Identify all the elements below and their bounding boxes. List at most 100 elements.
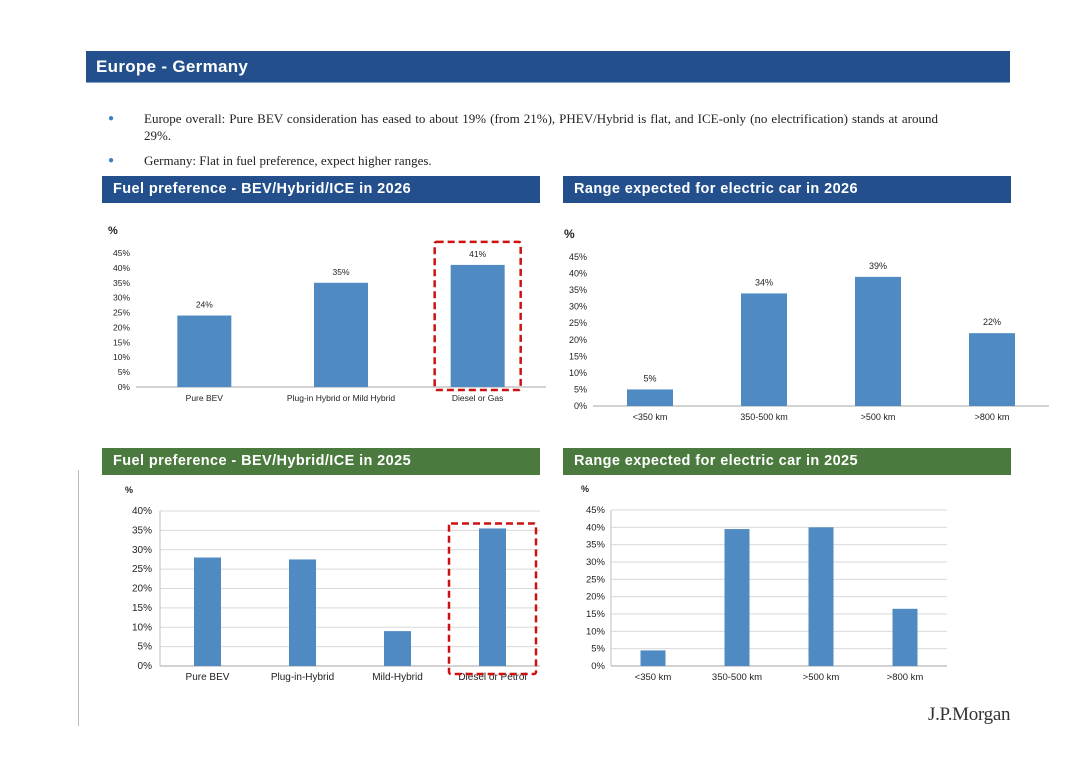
jpmorgan-logo: J.P.Morgan <box>928 704 1011 725</box>
y-tick-label: 10% <box>132 622 152 633</box>
y-tick-label: 35% <box>132 525 152 536</box>
y-tick-label: 15% <box>586 609 606 620</box>
x-tick-label: 350-500 km <box>712 672 762 683</box>
bar <box>177 315 232 387</box>
section-title: Fuel preference - BEV/Hybrid/ICE in 2025 <box>113 453 412 469</box>
x-tick-label: Pure BEV <box>186 393 224 403</box>
x-tick-label: Pure BEV <box>186 672 230 683</box>
highlight-box <box>447 522 538 676</box>
y-tick-label: 35% <box>569 285 587 295</box>
bar <box>640 650 666 666</box>
bar <box>855 276 901 406</box>
y-axis-label: % <box>564 227 575 241</box>
y-tick-label: 20% <box>569 335 587 345</box>
x-tick-label: >500 km <box>803 672 840 683</box>
bar <box>194 557 221 666</box>
left-margin-rule <box>78 470 79 726</box>
y-tick-label: 10% <box>569 368 587 378</box>
data-label: 35% <box>332 267 349 277</box>
data-label: 41% <box>469 249 486 259</box>
bullet-list: ● Europe overall: Pure BEV consideration… <box>108 110 938 177</box>
section-title: Range expected for electric car in 2026 <box>574 181 858 197</box>
y-tick-label: 5% <box>574 384 587 394</box>
chart-fuel-2025: % 0% 5% 10% 15% 20% 25% 30% 35% 40% Pure BEV Plug-i… <box>125 485 540 683</box>
section-header-fuel-2026: Fuel preference - BEV/Hybrid/ICE in 2026 <box>102 176 540 203</box>
x-tick-label: Diesel or Petrol <box>458 672 526 683</box>
y-tick-label: 25% <box>586 574 606 585</box>
y-tick-label: 30% <box>132 545 152 556</box>
y-tick-label: 15% <box>113 337 130 347</box>
y-tick-label: 40% <box>113 263 130 273</box>
y-tick-label: 45% <box>586 505 606 516</box>
y-axis-label: % <box>108 225 118 237</box>
bar <box>450 264 505 387</box>
y-tick-label: 0% <box>574 401 587 411</box>
bar <box>314 282 368 387</box>
section-header-fuel-2025: Fuel preference - BEV/Hybrid/ICE in 2025 <box>102 448 540 475</box>
x-tick-label: Plug-in Hybrid or Mild Hybrid <box>287 393 395 403</box>
y-tick-label: 25% <box>113 308 130 318</box>
bullet-dot-icon: ● <box>108 155 115 166</box>
page-header: Europe - Germany <box>86 51 1010 83</box>
chart-fuel-2026: % 0% 5% 10% 15% 20% 25% 30% 35% 40% 45% Pure BEV 24%… <box>108 225 546 403</box>
y-tick-label: 25% <box>569 318 587 328</box>
x-tick-label: <350 km <box>633 412 668 422</box>
bar <box>741 293 787 406</box>
bullet-text: Germany: Flat in fuel preference, expect… <box>144 153 432 168</box>
y-tick-label: 25% <box>132 564 152 575</box>
y-tick-label: 5% <box>118 367 131 377</box>
page-title: Europe - Germany <box>96 57 249 76</box>
y-tick-label: 10% <box>586 626 606 637</box>
y-tick-label: 5% <box>138 642 153 653</box>
y-tick-label: 20% <box>132 584 152 595</box>
section-header-range-2026: Range expected for electric car in 2026 <box>563 176 1011 203</box>
y-tick-label: 10% <box>113 352 130 362</box>
chart-range-2025: % 0% 5% 10% 15% 20% 25% 30% 35% 40% 45% <350 km 350-… <box>581 484 947 683</box>
section-title: Fuel preference - BEV/Hybrid/ICE in 2026 <box>113 181 412 197</box>
x-tick-label: Plug-in-Hybrid <box>271 672 334 683</box>
y-tick-label: 0% <box>118 382 131 392</box>
x-tick-label: Diesel or Gas <box>452 393 504 403</box>
bullet-text: Europe overall: Pure BEV consideration h… <box>144 111 938 143</box>
y-axis-label: % <box>581 484 589 494</box>
y-tick-label: 20% <box>113 322 130 332</box>
bar <box>969 333 1015 406</box>
bullet-dot-icon: ● <box>108 113 115 124</box>
highlight-box <box>433 240 522 392</box>
y-tick-label: 0% <box>591 661 605 672</box>
bar <box>892 608 918 666</box>
section-title: Range expected for electric car in 2025 <box>574 453 858 469</box>
bar <box>808 527 834 666</box>
x-tick-label: >800 km <box>887 672 924 683</box>
y-tick-label: 40% <box>586 522 606 533</box>
y-tick-label: 40% <box>569 269 587 279</box>
x-tick-label: >500 km <box>861 412 896 422</box>
bar <box>627 389 673 406</box>
data-label: 34% <box>755 277 773 287</box>
x-tick-label: 350-500 km <box>740 412 788 422</box>
y-tick-label: 35% <box>586 540 606 551</box>
data-label: 39% <box>869 261 887 271</box>
y-tick-label: 20% <box>586 592 606 603</box>
x-tick-label: Mild-Hybrid <box>372 672 423 683</box>
y-axis-label: % <box>125 485 133 495</box>
y-tick-label: 30% <box>113 293 130 303</box>
y-tick-label: 40% <box>132 506 152 517</box>
data-label: 22% <box>983 317 1001 327</box>
y-tick-label: 0% <box>138 661 153 672</box>
section-header-range-2025: Range expected for electric car in 2025 <box>563 448 1011 475</box>
y-tick-label: 35% <box>113 278 130 288</box>
y-tick-label: 45% <box>569 252 587 262</box>
x-tick-label: >800 km <box>975 412 1010 422</box>
bar <box>724 529 750 666</box>
chart-range-2026: % 0% 5% 10% 15% 20% 25% 30% 35% 40% 45% <350 km 5% 35… <box>564 227 1049 422</box>
bar <box>384 631 411 666</box>
x-tick-label: <350 km <box>635 672 672 683</box>
data-label: 5% <box>643 373 656 383</box>
data-label: 24% <box>196 300 213 310</box>
bar <box>479 528 506 666</box>
bullet-item: ● Germany: Flat in fuel preference, expe… <box>108 152 938 169</box>
bullet-item: ● Europe overall: Pure BEV consideration… <box>108 110 938 144</box>
y-tick-label: 15% <box>569 351 587 361</box>
bar <box>289 559 316 666</box>
